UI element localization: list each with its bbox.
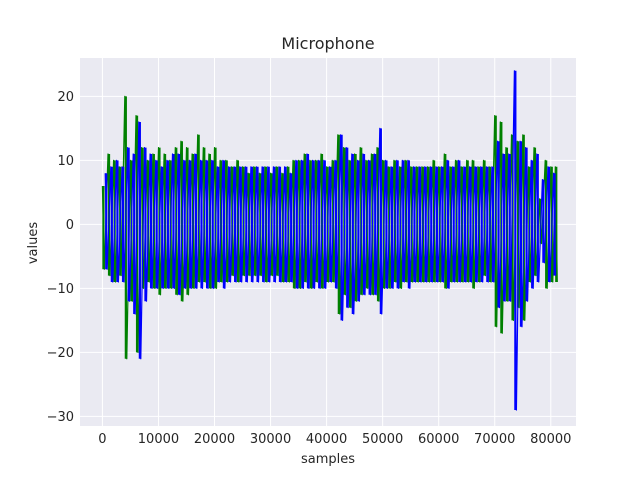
series-2-group <box>104 70 557 411</box>
x-axis-ticks: 0 10000 20000 30000 40000 50000 60000 70000 8000… <box>98 432 571 447</box>
y-tick-label: −20 <box>47 346 74 361</box>
series-layer <box>101 70 558 411</box>
y-tick-label: 0 <box>66 218 74 233</box>
y-tick-label: 20 <box>57 90 74 105</box>
x-tick-label: 70000 <box>474 432 515 447</box>
y-axis-label: values <box>26 222 41 265</box>
x-tick-label: 10000 <box>138 432 179 447</box>
y-tick-label: 10 <box>57 154 74 169</box>
x-tick-label: 40000 <box>306 432 347 447</box>
chart-title: Microphone <box>281 34 374 53</box>
x-tick-label: 0 <box>98 432 106 447</box>
x-tick-label: 20000 <box>194 432 235 447</box>
x-tick-label: 60000 <box>418 432 459 447</box>
x-tick-label: 80000 <box>530 432 571 447</box>
y-tick-label: −10 <box>47 282 74 297</box>
y-tick-label: −30 <box>47 410 74 425</box>
series-2-line <box>104 70 557 411</box>
x-tick-label: 50000 <box>362 432 403 447</box>
y-axis-ticks: 20 10 0 −10 −20 −30 <box>47 90 74 425</box>
x-tick-label: 30000 <box>250 432 291 447</box>
x-axis-label: samples <box>301 452 355 467</box>
